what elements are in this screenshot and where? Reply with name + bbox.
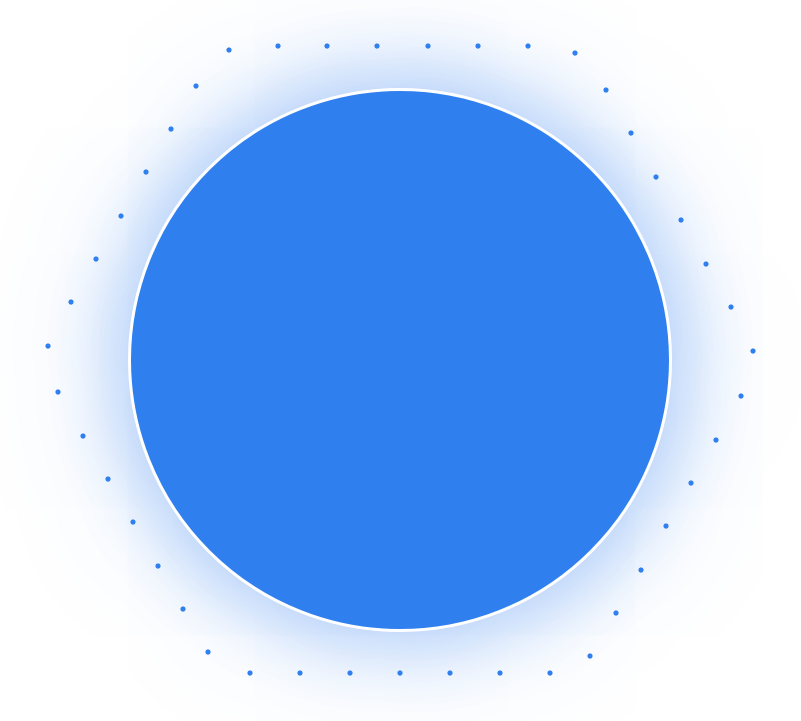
ring-dot: [397, 670, 403, 676]
ring-dot: [168, 126, 174, 132]
ring-dot: [155, 563, 161, 569]
ring-dot: [728, 304, 734, 310]
ring-dot: [425, 43, 431, 49]
ring-dot: [55, 389, 61, 395]
blue-circle: [128, 88, 672, 632]
ring-dot: [247, 670, 253, 676]
ring-dot: [703, 261, 709, 267]
ring-dot: [547, 670, 553, 676]
ring-dot: [663, 523, 669, 529]
ring-dot: [475, 43, 481, 49]
ring-dot: [525, 43, 531, 49]
ring-dot: [738, 393, 744, 399]
ring-dot: [713, 437, 719, 443]
ring-dot: [205, 649, 211, 655]
ring-dot: [587, 653, 593, 659]
ring-dot: [750, 348, 756, 354]
ring-dot: [93, 256, 99, 262]
ring-dot: [143, 169, 149, 175]
ring-dot: [374, 43, 380, 49]
ring-dot: [275, 43, 281, 49]
ring-dot: [68, 299, 74, 305]
ring-dot: [572, 50, 578, 56]
ring-dot: [130, 519, 136, 525]
ring-dot: [603, 87, 609, 93]
ring-dot: [613, 610, 619, 616]
ring-dot: [628, 130, 634, 136]
ring-dot: [447, 670, 453, 676]
ring-dot: [324, 43, 330, 49]
ring-dot: [638, 567, 644, 573]
ring-dot: [297, 670, 303, 676]
ring-dot: [105, 476, 111, 482]
ring-dot: [193, 83, 199, 89]
ring-dot: [226, 47, 232, 53]
ring-dot: [180, 606, 186, 612]
ring-dot: [347, 670, 353, 676]
ring-dot: [653, 174, 659, 180]
ring-dot: [678, 217, 684, 223]
ring-dot: [497, 670, 503, 676]
ring-dot: [118, 213, 124, 219]
ring-dot: [45, 343, 51, 349]
ring-dot: [80, 433, 86, 439]
ring-dot: [688, 480, 694, 486]
